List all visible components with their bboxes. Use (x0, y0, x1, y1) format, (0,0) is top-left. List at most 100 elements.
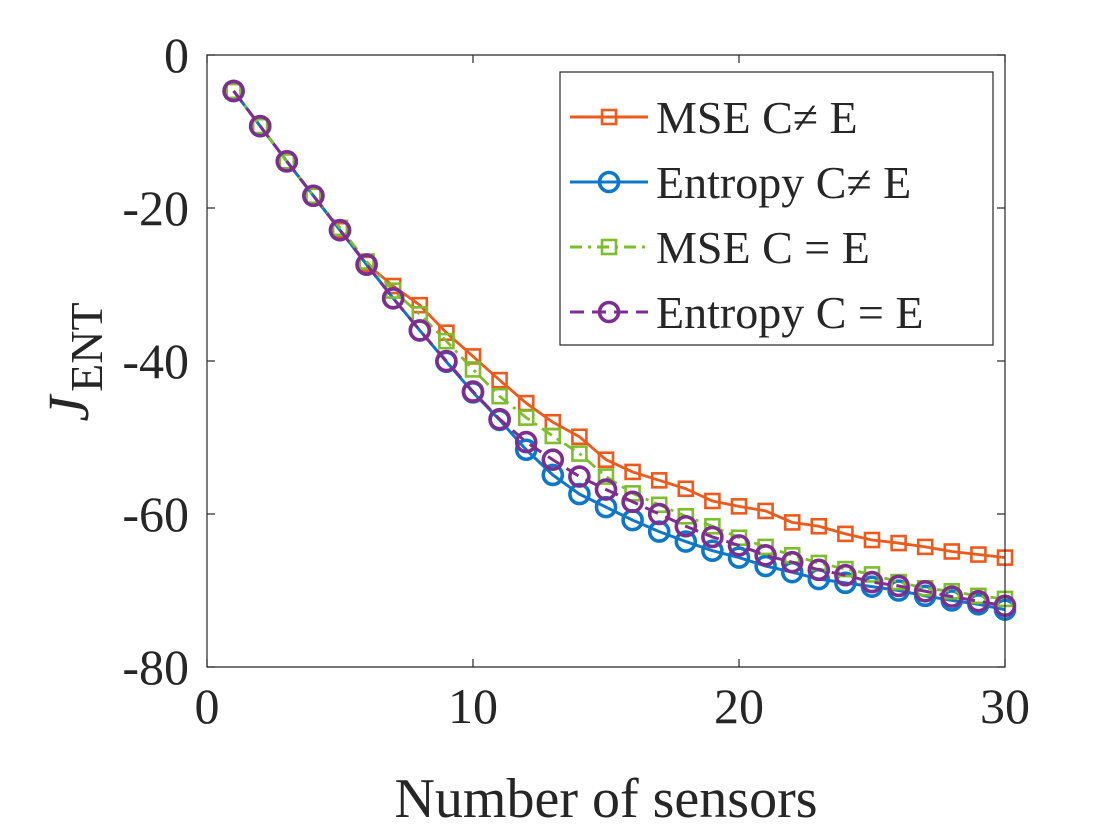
data-point (754, 544, 777, 567)
data-point (594, 478, 618, 501)
y-tick-label: -60 (122, 486, 189, 542)
x-axis-title: Number of sensors (394, 768, 817, 830)
data-point (647, 502, 671, 526)
data-point (514, 430, 538, 454)
data-point (834, 571, 857, 595)
data-point (488, 407, 511, 431)
data-point (967, 589, 990, 613)
data-point (381, 286, 405, 310)
data-point (251, 117, 269, 135)
legend-marker (600, 108, 618, 126)
data-point (916, 538, 934, 556)
data-point (544, 427, 562, 445)
data-point (541, 448, 565, 471)
data-point (624, 463, 641, 481)
data-point (278, 153, 296, 170)
data-point (491, 371, 508, 389)
series-line (232, 90, 1006, 608)
data-point (890, 534, 907, 552)
data-point (571, 428, 588, 446)
data-point (860, 570, 884, 594)
data-point (701, 539, 724, 563)
data-point (780, 550, 804, 574)
data-point (727, 546, 751, 569)
data-point (704, 517, 721, 535)
data-point (597, 468, 615, 485)
data-point (887, 574, 910, 598)
data-point (730, 498, 748, 515)
data-point (541, 463, 565, 487)
y-axis-title-main: J (36, 393, 101, 422)
data-point (834, 563, 857, 587)
legend-marker (597, 300, 621, 324)
data-point (355, 253, 378, 276)
data-point (757, 502, 774, 520)
y-axis-title-subscript: ENT (61, 302, 112, 391)
data-point (408, 319, 432, 342)
data-point (807, 558, 831, 582)
legend-entry: MSE C = E (570, 222, 870, 273)
legend-label: MSE C = E (656, 222, 870, 273)
data-point (435, 349, 458, 373)
y-tick-label: -80 (122, 639, 189, 695)
legend-label: Entropy C≠ E (656, 157, 911, 208)
data-point (222, 79, 245, 103)
series-entropy-c-e (222, 79, 1017, 618)
data-point (438, 332, 455, 350)
data-point (517, 409, 535, 426)
legend-label: Entropy C = E (656, 287, 923, 338)
data-point (940, 585, 964, 608)
data-point (302, 184, 325, 208)
data-point (275, 150, 299, 173)
data-point (248, 114, 272, 138)
legend: MSE C≠ E Entropy C≠ E MSE C = E Entropy C =… (559, 71, 994, 346)
data-point (491, 387, 508, 405)
legend-marker (600, 238, 618, 256)
data-point (411, 296, 429, 314)
y-axis-title: JENT (36, 302, 112, 421)
svg-text:JENT: JENT (36, 302, 112, 421)
legend-entry: MSE C≠ E (570, 92, 858, 143)
data-point (677, 507, 695, 525)
data-point (464, 361, 482, 378)
x-tick-label: 10 (448, 678, 498, 734)
data-point (727, 534, 751, 557)
data-point (674, 530, 698, 553)
legend-items: MSE C≠ E Entropy C≠ E MSE C = E Entropy C =… (570, 92, 923, 338)
data-point (621, 490, 644, 514)
y-tick-label: 0 (164, 27, 189, 83)
y-tick-label: -40 (122, 333, 189, 389)
legend-label: MSE C≠ E (656, 92, 858, 143)
data-point (328, 218, 352, 242)
series-layer (222, 79, 1017, 621)
data-point (597, 451, 615, 468)
data-point (677, 480, 695, 498)
data-point (461, 380, 485, 403)
tick-layer: 0 10 20 30 0 -20 -40 -60 -80 (122, 27, 1030, 734)
data-point (970, 546, 987, 563)
y-tick-label: -20 (122, 180, 189, 236)
data-point (674, 514, 698, 538)
data-point (837, 525, 854, 543)
data-point (225, 82, 242, 100)
data-point (650, 472, 668, 489)
legend-entry: Entropy C≠ E (570, 157, 911, 208)
data-point (568, 465, 591, 488)
x-tick-label: 0 (195, 678, 220, 734)
legend-marker (597, 170, 621, 194)
data-point (943, 543, 961, 560)
data-point (754, 554, 777, 578)
data-point (913, 579, 937, 603)
data-point (701, 525, 724, 549)
data-point (863, 531, 881, 549)
data-point (650, 496, 668, 514)
data-point (704, 492, 721, 510)
data-point (783, 514, 801, 531)
data-point (305, 187, 322, 205)
legend-entry: Entropy C = E (570, 287, 923, 338)
x-tick-label: 30 (980, 678, 1030, 734)
x-tick-label: 20 (714, 678, 764, 734)
data-point (571, 445, 588, 462)
